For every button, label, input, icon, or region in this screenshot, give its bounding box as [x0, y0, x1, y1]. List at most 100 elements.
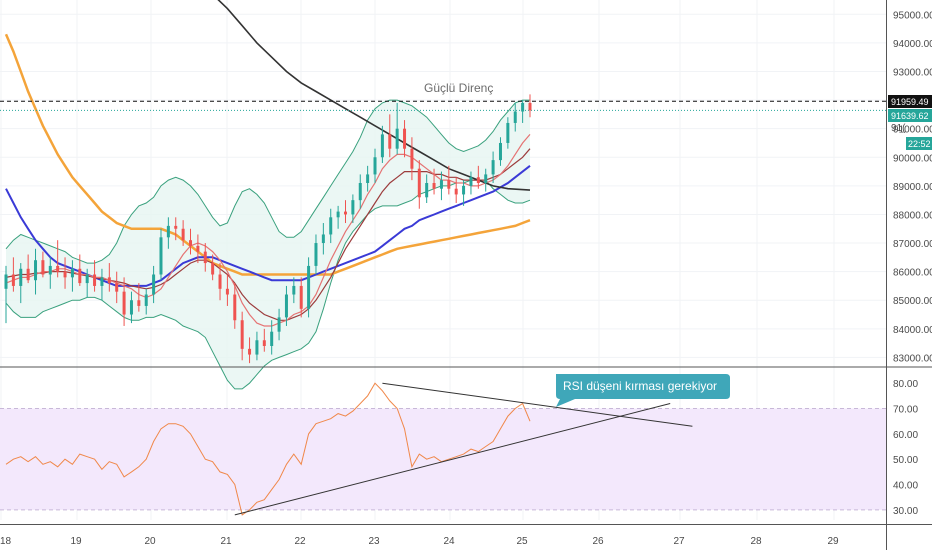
- x-tick-label: 24: [443, 536, 455, 547]
- candle[interactable]: [299, 277, 303, 318]
- candle-body: [513, 111, 517, 123]
- candle[interactable]: [203, 243, 207, 272]
- candle[interactable]: [462, 180, 466, 206]
- candle[interactable]: [107, 263, 111, 292]
- candle[interactable]: [34, 248, 38, 295]
- candle[interactable]: [211, 254, 215, 281]
- candle[interactable]: [137, 283, 141, 312]
- candle-body: [484, 174, 488, 183]
- candle[interactable]: [395, 102, 399, 155]
- candle[interactable]: [255, 331, 259, 361]
- rsi-panel[interactable]: 80.00 70.00 60.00 50.00 40.00 30.00: [0, 379, 918, 517]
- candle[interactable]: [498, 137, 502, 166]
- y-tick-label: 86000.00: [893, 268, 932, 279]
- candle-body: [373, 157, 377, 175]
- candle[interactable]: [262, 328, 266, 352]
- candle-body: [410, 148, 414, 169]
- candle-body: [189, 240, 193, 246]
- bollinger-band-fill: [6, 100, 530, 389]
- candle[interactable]: [277, 308, 281, 341]
- candle[interactable]: [351, 194, 355, 224]
- candle[interactable]: [85, 268, 89, 298]
- candle[interactable]: [528, 94, 532, 118]
- indicator-lines: [0, 0, 886, 390]
- candle[interactable]: [48, 257, 52, 289]
- x-tick-label: 22: [294, 536, 306, 547]
- x-tick-label: 27: [673, 536, 685, 547]
- candle-body: [100, 277, 104, 286]
- candle[interactable]: [292, 277, 296, 304]
- candle-body: [277, 317, 281, 332]
- candle[interactable]: [314, 234, 318, 275]
- candle[interactable]: [336, 205, 340, 229]
- candle[interactable]: [248, 337, 252, 364]
- candle[interactable]: [343, 200, 347, 224]
- candle[interactable]: [439, 171, 443, 201]
- candle[interactable]: [225, 274, 229, 306]
- candle[interactable]: [26, 254, 30, 284]
- y-tick-label: 91000.00: [893, 125, 932, 136]
- candle[interactable]: [373, 148, 377, 183]
- candle[interactable]: [129, 291, 133, 324]
- candle[interactable]: [388, 114, 392, 158]
- candle[interactable]: [70, 260, 74, 292]
- candle[interactable]: [358, 174, 362, 209]
- candle[interactable]: [41, 251, 45, 278]
- candle-body: [284, 294, 288, 318]
- candle[interactable]: [152, 265, 156, 304]
- candle[interactable]: [189, 228, 193, 255]
- candle-body: [19, 268, 23, 286]
- candle[interactable]: [100, 268, 104, 301]
- x-tick-label: 28: [750, 536, 762, 547]
- candle[interactable]: [270, 320, 274, 355]
- candle[interactable]: [115, 271, 119, 304]
- y-tick-label: 95000.00: [893, 10, 932, 21]
- candle[interactable]: [417, 160, 421, 209]
- candle[interactable]: [506, 117, 510, 149]
- candle-body: [159, 237, 163, 275]
- candle[interactable]: [4, 265, 8, 324]
- candles[interactable]: [4, 94, 532, 364]
- candle[interactable]: [181, 220, 185, 246]
- candle[interactable]: [56, 240, 60, 278]
- candle[interactable]: [218, 263, 222, 301]
- candle[interactable]: [11, 257, 15, 292]
- candle[interactable]: [240, 311, 244, 361]
- candle[interactable]: [144, 288, 148, 315]
- candle[interactable]: [476, 165, 480, 189]
- candle[interactable]: [122, 277, 126, 326]
- candle[interactable]: [174, 217, 178, 241]
- candle[interactable]: [469, 171, 473, 195]
- rsi-callout[interactable]: RSI düşeni kırması gerekiyor: [556, 374, 730, 407]
- resistance-price-tag: 91959.49: [888, 95, 932, 108]
- candle[interactable]: [454, 177, 458, 204]
- candle[interactable]: [196, 234, 200, 264]
- candle[interactable]: [307, 257, 311, 318]
- candle[interactable]: [380, 125, 384, 163]
- candle[interactable]: [425, 174, 429, 204]
- candle-body: [129, 300, 133, 315]
- candle[interactable]: [63, 257, 67, 289]
- x-tick-label: 20: [144, 536, 156, 547]
- candle[interactable]: [447, 165, 451, 195]
- candle[interactable]: [233, 283, 237, 329]
- candle[interactable]: [166, 217, 170, 249]
- candle[interactable]: [484, 168, 488, 192]
- candle[interactable]: [410, 137, 414, 181]
- candle[interactable]: [513, 102, 517, 132]
- candle[interactable]: [78, 254, 82, 286]
- candle[interactable]: [366, 165, 370, 192]
- candle[interactable]: [329, 208, 333, 244]
- candle[interactable]: [432, 168, 436, 195]
- ma-orange-line: [4, 33, 531, 276]
- candle[interactable]: [19, 263, 23, 304]
- candle[interactable]: [321, 223, 325, 255]
- candle[interactable]: [491, 151, 495, 183]
- candle[interactable]: [403, 120, 407, 158]
- candle[interactable]: [159, 228, 163, 281]
- candle[interactable]: [521, 100, 525, 123]
- candle[interactable]: [93, 260, 97, 292]
- candle[interactable]: [284, 285, 288, 326]
